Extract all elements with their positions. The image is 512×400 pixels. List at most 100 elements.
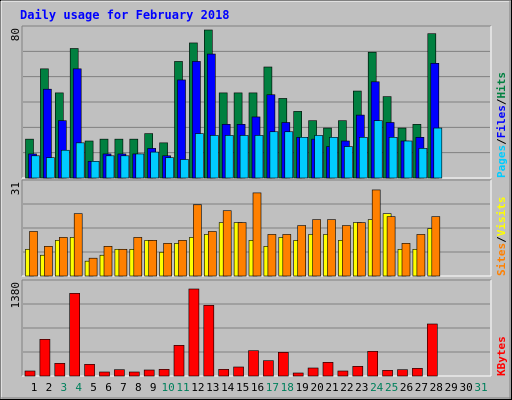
x-tick-label-5: 5 xyxy=(90,381,97,394)
bar-pages-day-9 xyxy=(150,151,159,179)
bar-pages-day-8 xyxy=(135,153,145,179)
legend-separator: / xyxy=(495,98,508,105)
bar-sites-day-27 xyxy=(416,234,426,277)
x-tick-label-23: 23 xyxy=(355,381,368,394)
x-tick-label-19: 19 xyxy=(296,381,309,394)
bar-kbytes-day-1 xyxy=(24,370,36,377)
x-tick-label-31: 31 xyxy=(474,381,487,394)
bar-pages-day-26 xyxy=(403,140,413,179)
bar-pages-day-18 xyxy=(284,131,294,179)
bar-sites-day-25 xyxy=(386,216,396,277)
bar-pages-day-1 xyxy=(31,155,40,179)
bar-sites-day-11 xyxy=(178,240,187,277)
panel-legend: KBytes xyxy=(495,336,508,376)
legend-entry-pages: Pages xyxy=(495,145,508,178)
bar-sites-day-8 xyxy=(133,237,143,277)
bar-kbytes-day-11 xyxy=(173,345,185,377)
bar-kbytes-day-21 xyxy=(322,362,334,377)
bar-sites-day-13 xyxy=(208,231,217,277)
bar-kbytes-day-17 xyxy=(263,360,274,377)
bar-pages-day-2 xyxy=(46,157,55,179)
legend-entry-files: Files xyxy=(495,105,508,138)
panel-legend: Sites/Visits xyxy=(495,197,508,277)
bar-sites-day-26 xyxy=(401,243,411,277)
panel-kbytes: 1380 KBytes xyxy=(9,279,508,377)
bar-kbytes-day-9 xyxy=(143,369,155,377)
x-tick-label-1: 1 xyxy=(31,381,38,394)
bar-kbytes-day-7 xyxy=(114,369,125,377)
x-tick-label-11: 11 xyxy=(176,381,189,394)
bar-sites-day-1 xyxy=(29,231,38,277)
legend-entry-kbytes: KBytes xyxy=(495,336,508,376)
x-tick-label-14: 14 xyxy=(221,381,235,394)
bar-sites-day-5 xyxy=(88,257,98,277)
bar-kbytes-day-16 xyxy=(248,350,259,377)
bar-kbytes-day-15 xyxy=(233,366,244,377)
bar-sites-day-20 xyxy=(312,219,321,277)
legend-entry-: / xyxy=(495,236,508,243)
bar-sites-day-17 xyxy=(267,234,277,277)
x-tick-label-8: 8 xyxy=(135,381,142,394)
x-tick-label-20: 20 xyxy=(310,381,323,394)
x-tick-label-18: 18 xyxy=(281,381,294,394)
bar-sites-day-28 xyxy=(431,216,441,277)
bar-kbytes-day-18 xyxy=(277,352,289,377)
bar-pages-day-3 xyxy=(60,149,70,179)
bar-sites-day-14 xyxy=(222,210,232,277)
x-tick-label-25: 25 xyxy=(385,381,398,394)
bar-pages-day-12 xyxy=(195,133,204,179)
bar-kbytes-day-23 xyxy=(352,366,364,377)
bar-kbytes-day-2 xyxy=(39,339,51,377)
bar-sites-day-12 xyxy=(193,204,202,277)
x-tick-label-3: 3 xyxy=(60,381,67,394)
bar-sites-day-24 xyxy=(371,189,381,277)
x-axis-day-labels: 1 2 3 4 5 6 7 8 9 10 11 12 13 14 15 16 17 18 19 20 21 22 23 24 2… xyxy=(31,381,488,394)
bar-pages-day-15 xyxy=(239,135,249,179)
bar-kbytes-day-12 xyxy=(188,288,200,377)
bar-pages-day-24 xyxy=(373,120,383,179)
x-tick-label-28: 28 xyxy=(430,381,443,394)
x-tick-label-27: 27 xyxy=(415,381,428,394)
x-tick-label-4: 4 xyxy=(75,381,82,394)
bar-kbytes-day-20 xyxy=(307,367,319,377)
bar-pages-day-17 xyxy=(269,131,279,179)
bar-sites-day-16 xyxy=(252,192,262,277)
bar-pages-day-20 xyxy=(314,135,323,179)
bar-kbytes-day-25 xyxy=(382,370,393,377)
bar-pages-day-5 xyxy=(90,161,100,179)
panel-visits_sites: 31 Sites/Visits xyxy=(9,179,508,277)
x-tick-label-30: 30 xyxy=(459,381,472,394)
legend-entry-visits: Visits xyxy=(495,197,508,237)
bar-kbytes-day-26 xyxy=(397,369,408,377)
legend-entry-sites: Sites xyxy=(495,243,508,276)
bar-kbytes-day-8 xyxy=(129,371,140,377)
bar-pages-day-13 xyxy=(210,135,219,179)
x-tick-label-2: 2 xyxy=(46,381,53,394)
bar-kbytes-day-14 xyxy=(218,369,229,377)
x-tick-label-10: 10 xyxy=(161,381,174,394)
bar-sites-day-23 xyxy=(356,222,366,277)
bar-sites-day-19 xyxy=(297,225,307,277)
bar-kbytes-day-24 xyxy=(367,351,379,377)
bar-pages-day-6 xyxy=(105,155,115,179)
legend-entry-hits: Hits xyxy=(495,72,508,99)
x-tick-label-9: 9 xyxy=(150,381,157,394)
bar-pages-day-10 xyxy=(165,157,174,179)
bar-pages-day-19 xyxy=(299,137,309,179)
x-tick-label-7: 7 xyxy=(120,381,127,394)
bar-sites-day-9 xyxy=(148,240,157,277)
bar-pages-day-23 xyxy=(358,137,368,179)
bar-sites-day-21 xyxy=(327,219,336,277)
x-tick-label-22: 22 xyxy=(340,381,353,394)
bar-kbytes-day-3 xyxy=(54,363,66,377)
bar-kbytes-day-27 xyxy=(412,368,423,377)
bar-sites-day-7 xyxy=(118,248,128,277)
legend-separator: / xyxy=(495,138,508,145)
panel-max-label: 1380 xyxy=(9,282,22,309)
panel-max-label: 80 xyxy=(9,28,22,41)
x-tick-label-16: 16 xyxy=(251,381,264,394)
panel-max-label: 31 xyxy=(9,182,22,195)
bar-kbytes-day-22 xyxy=(337,370,349,377)
